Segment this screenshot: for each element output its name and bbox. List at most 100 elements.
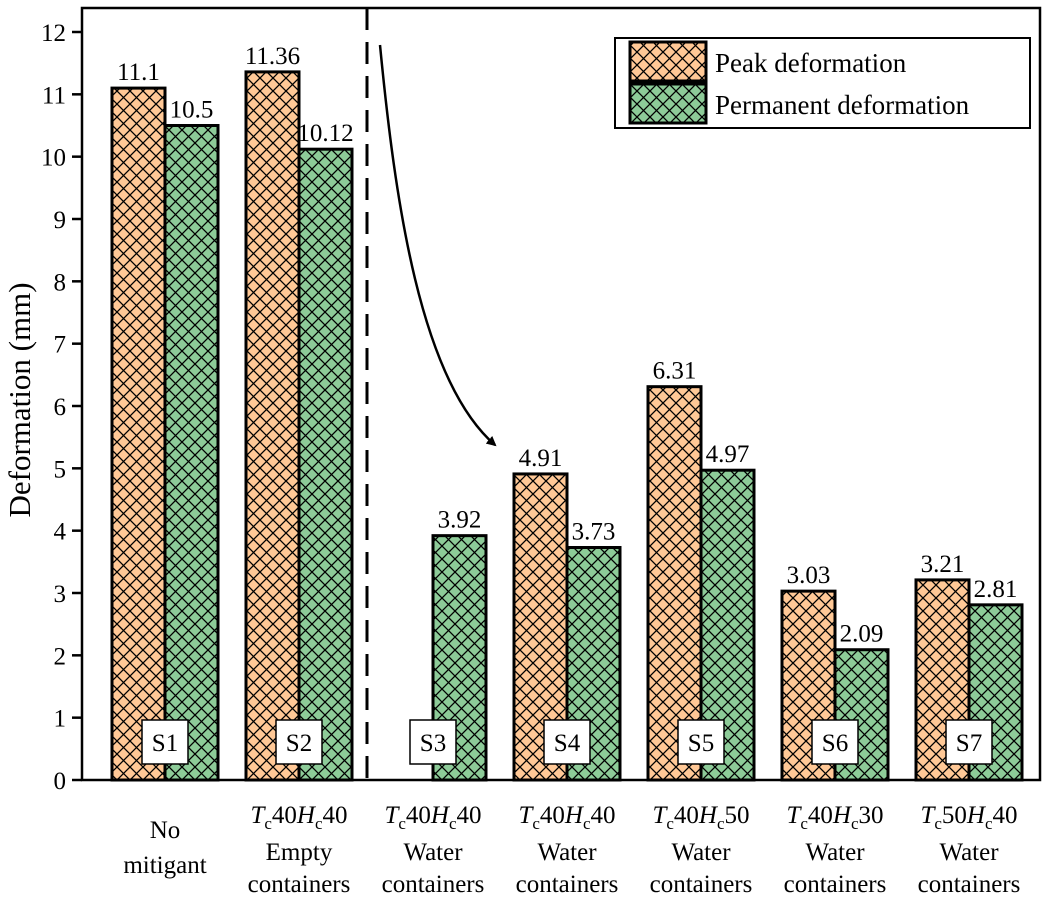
x-tick-label-line3: containers <box>650 871 753 898</box>
x-tick-label-line1: Tc40Hc40 <box>518 802 615 833</box>
scenario-tag: S2 <box>286 730 312 757</box>
x-tick-label-line2: Water <box>939 839 999 866</box>
label-sub: c <box>851 814 859 833</box>
label-T: T <box>786 802 802 829</box>
x-tick-label-line3: containers <box>516 871 619 898</box>
scenario-tag-box <box>409 719 457 765</box>
legend-label-peak: Peak deformation <box>715 48 907 78</box>
label-sub: c <box>934 814 942 833</box>
label-num: 40 <box>457 802 482 829</box>
label-num: 40 <box>272 802 297 829</box>
label-num: 40 <box>406 802 431 829</box>
x-tick-label-line1: No <box>150 817 181 844</box>
y-axis-title: Deformation (mm) <box>2 282 37 517</box>
x-tick-label-line1: Tc40Hc50 <box>652 802 749 833</box>
bar-peak-s2 <box>244 70 301 782</box>
scenario-tag: S5 <box>688 730 714 757</box>
y-tick-label: 3 <box>54 581 67 608</box>
scenario-tag-box <box>275 719 323 765</box>
label-sub: c <box>800 814 808 833</box>
y-tick-label: 4 <box>54 519 67 546</box>
label-num: 40 <box>993 802 1018 829</box>
label-num: 40 <box>540 802 565 829</box>
y-tick-label: 12 <box>41 20 66 47</box>
label-num: 50 <box>942 802 967 829</box>
x-tick-label-line1: Tc40Hc30 <box>786 802 883 833</box>
y-tick-label: 1 <box>54 706 67 733</box>
label-T: T <box>518 802 534 829</box>
bar-permanent-s2 <box>297 147 354 782</box>
x-tick-label-line2: Water <box>805 839 865 866</box>
label-H: H <box>296 802 317 829</box>
y-tick-label: 6 <box>54 394 67 421</box>
scenario-tag-box <box>811 719 859 765</box>
y-tick-label: 10 <box>41 145 66 172</box>
scenario-tag: S4 <box>554 730 581 757</box>
x-tick-label-line3: containers <box>248 871 351 898</box>
y-tick-label: 9 <box>54 207 67 234</box>
y-tick-label: 7 <box>54 332 67 359</box>
x-tick-label-line1: Tc40Hc40 <box>250 802 347 833</box>
data-label-peak: 11.36 <box>245 43 300 70</box>
scenario-tag-box <box>543 719 591 765</box>
bar-peak-s1 <box>110 86 167 782</box>
legend: Peak deformation Permanent deformation <box>614 37 1031 129</box>
x-tick-label-line1: Tc50Hc40 <box>920 802 1017 833</box>
scenario-tag: S7 <box>956 730 982 757</box>
y-tick-label: 5 <box>54 456 67 483</box>
scenario-tag: S3 <box>420 730 446 757</box>
label-T: T <box>652 802 668 829</box>
label-sub: c <box>449 814 457 833</box>
scenario-tag-box <box>141 719 189 765</box>
data-label-peak: 4.91 <box>519 445 563 472</box>
label-sub: c <box>583 814 591 833</box>
x-tick-label-line2: Water <box>671 839 731 866</box>
label-sub: c <box>264 814 272 833</box>
label-T: T <box>920 802 936 829</box>
data-label-peak: 3.21 <box>921 551 965 578</box>
y-tick-label: 0 <box>54 768 67 795</box>
label-num: 40 <box>323 802 348 829</box>
scenario-tag: S6 <box>822 730 848 757</box>
bar-permanent-s1 <box>163 124 220 782</box>
label-sub: c <box>398 814 406 833</box>
label-num: 40 <box>808 802 833 829</box>
label-sub: c <box>532 814 540 833</box>
label-H: H <box>564 802 585 829</box>
y-tick-label: 11 <box>42 82 66 109</box>
data-label-peak: 11.1 <box>117 59 160 86</box>
label-T: T <box>250 802 266 829</box>
data-label-permanent: 3.73 <box>572 518 616 545</box>
x-tick-label-line3: containers <box>784 871 887 898</box>
label-num: 40 <box>674 802 699 829</box>
label-num: 30 <box>859 802 884 829</box>
label-H: H <box>698 802 719 829</box>
y-tick-label: 8 <box>54 269 67 296</box>
x-tick-label-line2: Water <box>537 839 597 866</box>
data-label-permanent: 2.09 <box>840 621 884 648</box>
data-label-permanent: 4.97 <box>706 441 750 468</box>
y-tick-label: 2 <box>54 643 67 670</box>
legend-swatch-permanent <box>628 82 708 125</box>
label-H: H <box>430 802 451 829</box>
label-H: H <box>966 802 987 829</box>
trend-arrow <box>378 44 497 447</box>
legend-swatch-peak <box>628 40 708 83</box>
x-tick-label-line1: Tc40Hc40 <box>384 802 481 833</box>
data-label-peak: 6.31 <box>653 358 697 385</box>
x-tick-label-line2: Water <box>403 839 463 866</box>
label-num: 50 <box>725 802 750 829</box>
x-tick-label-line2: mitigant <box>123 852 206 879</box>
data-label-permanent: 10.12 <box>297 120 353 147</box>
label-num: 40 <box>591 802 616 829</box>
x-tick-label-line3: containers <box>382 871 485 898</box>
label-sub: c <box>717 814 725 833</box>
label-sub: c <box>985 814 993 833</box>
data-label-permanent: 3.92 <box>438 507 482 534</box>
data-label-permanent: 10.5 <box>170 97 214 124</box>
bars: 11.110.5S1Nomitigant11.3610.12S2Tc40Hc40… <box>110 43 1024 898</box>
scenario-tag: S1 <box>152 730 178 757</box>
label-sub: c <box>315 814 323 833</box>
data-label-peak: 3.03 <box>787 562 831 589</box>
